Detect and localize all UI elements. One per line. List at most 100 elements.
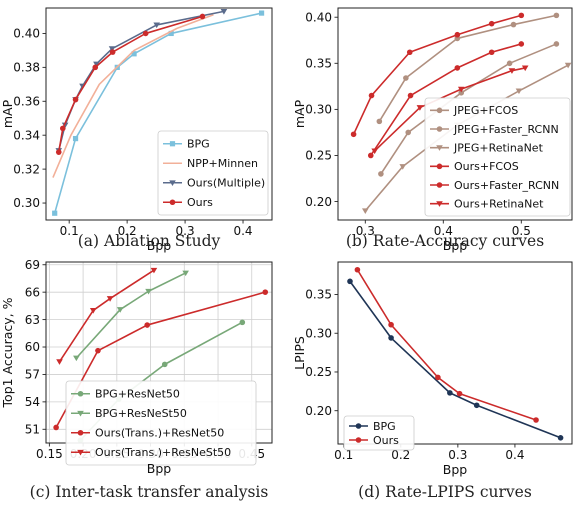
legend-item: BPG bbox=[163, 138, 210, 151]
legend-label: JPEG+RetinaNet bbox=[453, 141, 544, 154]
legend-label: Ours(Multiple) bbox=[187, 177, 265, 190]
data-point bbox=[53, 424, 59, 431]
data-point bbox=[72, 96, 79, 103]
data-point bbox=[354, 266, 361, 273]
legend-marker bbox=[77, 390, 84, 397]
legend: JPEG+FCOS JPEG+Faster_RCNN JPEG+RetinaNet O… bbox=[424, 97, 571, 217]
data-point bbox=[199, 13, 206, 20]
y-axis-label: Top1 Accuracy, % bbox=[0, 297, 15, 408]
y-tick-label: 0.30 bbox=[305, 103, 332, 117]
data-point bbox=[407, 92, 414, 99]
y-tick-label: 0.34 bbox=[13, 128, 40, 142]
legend: BPG NPP+Minnen Ours(Multiple) Ours bbox=[157, 130, 269, 216]
series-6 bbox=[371, 65, 529, 155]
y-tick-label: 51 bbox=[25, 422, 40, 436]
x-tick-label: 0.3 bbox=[356, 224, 375, 238]
data-point bbox=[376, 118, 383, 125]
legend-item: Ours bbox=[349, 434, 399, 447]
legend-marker bbox=[355, 423, 362, 429]
data-point bbox=[473, 402, 480, 409]
series-4 bbox=[350, 12, 525, 138]
data-point bbox=[61, 122, 69, 129]
data-point bbox=[239, 319, 246, 326]
data-point bbox=[416, 105, 424, 111]
data-point bbox=[347, 278, 353, 285]
data-point bbox=[362, 208, 369, 214]
data-point bbox=[258, 10, 265, 16]
data-point bbox=[388, 335, 394, 341]
y-tick-label: 0.25 bbox=[305, 365, 332, 379]
legend-marker bbox=[77, 429, 84, 436]
legend-item: Ours(Trans.)+ResNeSt50 bbox=[71, 446, 231, 459]
data-point bbox=[557, 435, 564, 441]
legend-item: BPG+ResNet50 bbox=[71, 388, 180, 401]
legend-box bbox=[157, 130, 269, 216]
data-point bbox=[533, 417, 539, 423]
series-4 bbox=[55, 13, 206, 155]
plot-area bbox=[338, 262, 572, 444]
y-tick-label: 63 bbox=[25, 313, 40, 327]
data-point bbox=[161, 361, 168, 368]
plot-frame bbox=[337, 7, 573, 221]
data-point bbox=[89, 308, 97, 314]
legend-marker bbox=[436, 107, 443, 114]
data-point bbox=[506, 60, 513, 67]
data-point bbox=[403, 75, 409, 81]
legend-label: BPG bbox=[373, 420, 396, 433]
data-point bbox=[405, 129, 412, 136]
data-point bbox=[182, 270, 189, 277]
legend-box bbox=[343, 415, 415, 451]
x-tick-label: 0.4 bbox=[505, 448, 524, 462]
data-point bbox=[72, 135, 79, 142]
y-tick-label: 0.20 bbox=[305, 404, 332, 418]
data-point bbox=[106, 296, 114, 302]
data-point bbox=[367, 152, 374, 159]
chart-3: 0.150.200.250.300.350.400.45515457606366… bbox=[0, 258, 273, 501]
legend-item: Ours bbox=[163, 196, 213, 209]
data-point bbox=[116, 307, 124, 313]
data-point bbox=[454, 65, 461, 71]
data-point bbox=[456, 390, 463, 397]
legend-label: NPP+Minnen bbox=[187, 157, 258, 170]
data-point bbox=[73, 355, 80, 362]
x-tick-label: 0.4 bbox=[434, 224, 453, 238]
x-tick-label: 0.15 bbox=[36, 447, 63, 461]
data-point bbox=[447, 390, 453, 396]
series-4 bbox=[56, 267, 158, 365]
x-tick-label: 0.2 bbox=[391, 448, 410, 462]
data-point bbox=[108, 46, 116, 52]
series-1 bbox=[347, 278, 564, 441]
y-tick-label: 54 bbox=[25, 395, 40, 409]
data-point bbox=[368, 92, 375, 99]
x-tick-label: 0.4 bbox=[233, 224, 252, 238]
data-point bbox=[93, 61, 100, 68]
legend-label: Ours(Trans.)+ResNeSt50 bbox=[95, 446, 231, 459]
legend-item: JPEG+Faster_RCNN bbox=[430, 123, 559, 136]
y-tick-label: 69 bbox=[25, 258, 40, 272]
data-point bbox=[515, 88, 523, 95]
y-tick-label: 66 bbox=[25, 285, 40, 299]
legend-item: Ours+Faster_RCNN bbox=[430, 179, 559, 192]
plot-frame bbox=[337, 261, 573, 445]
data-point bbox=[406, 49, 413, 56]
legend-label: JPEG+FCOS bbox=[453, 104, 518, 117]
y-tick-label: 0.38 bbox=[13, 61, 40, 75]
data-point bbox=[518, 41, 525, 47]
legend-item: BPG bbox=[349, 420, 396, 433]
data-point bbox=[153, 22, 160, 29]
data-point bbox=[142, 30, 149, 37]
data-point bbox=[371, 148, 378, 155]
data-point bbox=[553, 12, 560, 19]
legend-item: Ours(Trans.)+ResNet50 bbox=[71, 427, 224, 440]
legend-label: BPG bbox=[187, 138, 210, 151]
y-axis-label: mAP bbox=[292, 99, 307, 128]
data-point bbox=[399, 164, 407, 170]
data-point bbox=[144, 322, 150, 328]
data-point bbox=[553, 41, 560, 47]
panel-caption: (b) Rate-Accuracy curves bbox=[346, 232, 544, 250]
legend-marker bbox=[436, 126, 443, 132]
y-tick-label: 0.20 bbox=[305, 195, 332, 209]
x-tick-label: 0.2 bbox=[118, 224, 137, 238]
